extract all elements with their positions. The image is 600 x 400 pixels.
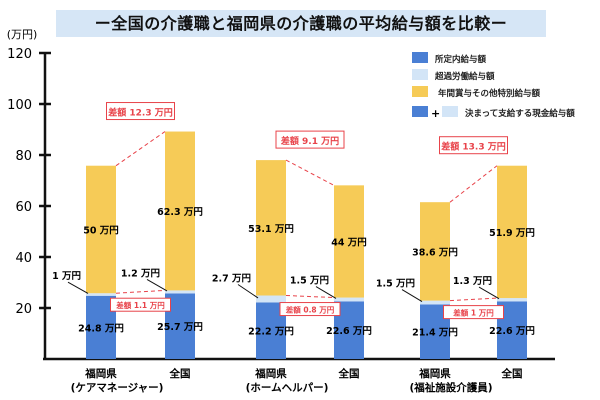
label-overtime: 2.7 万円 [212, 274, 251, 285]
legend-label: 超過労働給与額 [434, 71, 495, 82]
x-category-label: 福岡県 [254, 367, 287, 380]
x-category-label: 全国 [501, 367, 523, 380]
x-category-label: 全国 [169, 367, 191, 380]
legend-swatch-regular [412, 106, 428, 117]
bar-bonus [497, 165, 527, 299]
label-overtime: 1.2 万円 [121, 268, 160, 279]
label-bonus: 62.3 万円 [157, 207, 203, 218]
label-regular: 22.6 万円 [326, 326, 372, 337]
y-tick-label: 100 [7, 98, 32, 113]
label-bonus: 44 万円 [331, 237, 367, 248]
regular-diff-line [115, 289, 166, 294]
x-category-label: 福岡県 [418, 367, 451, 380]
x-category-label: 全国 [338, 367, 360, 380]
regular-diff-label: 差額 1.1 万円 [115, 300, 165, 310]
x-group-label: (ケアマネージャー) [71, 382, 164, 394]
label-bonus: 51.9 万円 [489, 228, 535, 239]
bar-overtime [420, 300, 450, 305]
leader-line [237, 284, 259, 299]
bar-overtime [165, 290, 195, 294]
regular-diff-box [110, 297, 171, 312]
label-overtime: 1.5 万円 [290, 276, 329, 287]
bar-overtime [86, 293, 116, 296]
bar-overtime [256, 295, 286, 303]
bar-overtime [334, 297, 364, 302]
total-diff-label: 差額 13.3 万円 [441, 141, 505, 153]
regular-diff-box [443, 305, 504, 320]
legend-swatch-bonus [412, 86, 428, 97]
x-group-label: (ホームヘルパー) [246, 382, 329, 394]
total-diff-box [275, 130, 345, 149]
total-diff-box [106, 102, 175, 121]
legend-swatch-overtime [412, 69, 428, 80]
y-tick-label: 120 [7, 47, 32, 62]
label-bonus: 50 万円 [83, 225, 119, 236]
x-category-label: 福岡県 [84, 367, 117, 380]
label-regular: 21.4 万円 [412, 328, 458, 339]
label-regular: 25.7 万円 [157, 322, 203, 333]
legend-swatch-regular [412, 52, 428, 63]
regular-diff-line [449, 297, 498, 302]
bar-bonus [256, 160, 286, 296]
total-diff-line [115, 131, 166, 167]
x-group-label: (福祉施設介護員) [409, 381, 492, 394]
bar-bonus [334, 185, 364, 298]
y-tick-label: 80 [15, 149, 32, 164]
label-regular: 22.2 万円 [248, 327, 294, 338]
label-overtime: 1.5 万円 [376, 279, 415, 290]
bar-bonus [165, 131, 195, 291]
legend-label: 所定内給与額 [434, 54, 487, 65]
label-bonus: 53.1 万円 [248, 224, 294, 235]
leader-line [67, 281, 89, 294]
leader-line [146, 278, 168, 292]
legend-label: 決まって支給する現金給与額 [465, 108, 575, 119]
y-tick-label: 60 [15, 200, 32, 215]
y-tick-label: 40 [15, 251, 32, 266]
total-diff-line [449, 165, 498, 203]
total-diff-line [285, 159, 335, 186]
total-diff-label: 差額 12.3 万円 [108, 107, 172, 119]
bar-bonus [86, 165, 116, 294]
regular-diff-label: 差額 0.8 万円 [285, 305, 335, 315]
label-regular: 24.8 万円 [78, 323, 124, 334]
label-overtime: 1.3 万円 [453, 276, 492, 287]
regular-diff-label: 差額 1 万円 [452, 308, 494, 318]
bar-bonus [420, 202, 450, 301]
leader-line [315, 286, 337, 299]
chart-title: ー全国の介護職と福岡県の介護職の平均給与額を比較ー [56, 10, 546, 37]
leader-line [478, 286, 500, 300]
regular-diff-line [285, 295, 335, 299]
legend-plus: + [431, 107, 440, 120]
legend-label: 年間賞与その他特別給与額 [438, 88, 541, 99]
label-overtime: 1 万円 [52, 271, 81, 282]
y-axis-label: (万円) [7, 28, 38, 41]
leader-line [401, 289, 423, 302]
y-tick-label: 20 [15, 302, 32, 317]
legend-swatch-overtime [442, 106, 458, 117]
label-regular: 22.6 万円 [489, 326, 535, 337]
total-diff-label: 差額 9.1 万円 [281, 135, 339, 147]
regular-diff-box [279, 302, 341, 317]
total-diff-box [439, 136, 508, 155]
label-bonus: 38.6 万円 [412, 247, 458, 258]
bar-overtime [497, 298, 527, 302]
